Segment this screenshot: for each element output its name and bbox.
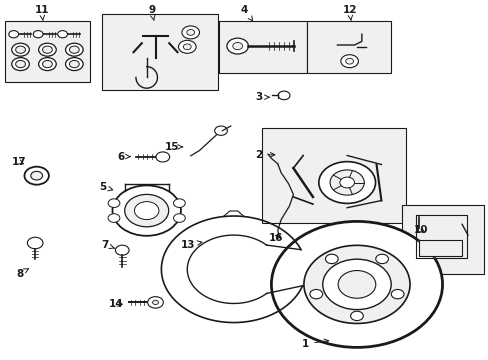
Circle shape	[65, 58, 83, 71]
Circle shape	[69, 60, 79, 68]
Circle shape	[108, 199, 120, 207]
Bar	[5, 21, 90, 82]
Circle shape	[42, 46, 52, 53]
Text: 13: 13	[181, 240, 202, 250]
Circle shape	[39, 43, 56, 56]
Text: 14: 14	[109, 299, 123, 309]
Circle shape	[9, 31, 19, 38]
Bar	[401, 205, 483, 274]
Text: 11: 11	[34, 5, 49, 21]
Circle shape	[345, 58, 353, 64]
Circle shape	[322, 259, 390, 310]
Circle shape	[69, 46, 79, 53]
Circle shape	[309, 289, 322, 299]
Circle shape	[39, 58, 56, 71]
Circle shape	[31, 171, 42, 180]
Text: 2: 2	[255, 150, 274, 160]
Circle shape	[214, 126, 227, 135]
Circle shape	[147, 297, 163, 308]
Circle shape	[12, 58, 29, 71]
Text: 5: 5	[99, 182, 112, 192]
Bar	[102, 14, 217, 90]
Text: 1: 1	[302, 339, 328, 349]
Text: 4: 4	[240, 5, 252, 21]
Polygon shape	[418, 240, 461, 256]
Circle shape	[329, 170, 364, 195]
Text: 16: 16	[268, 233, 283, 243]
Circle shape	[152, 300, 158, 305]
Bar	[306, 21, 390, 73]
Bar	[261, 128, 405, 223]
Text: 6: 6	[118, 152, 130, 162]
Circle shape	[340, 55, 358, 68]
Circle shape	[304, 246, 409, 324]
Circle shape	[42, 60, 52, 68]
Circle shape	[12, 43, 29, 56]
Circle shape	[339, 177, 354, 188]
Text: 7: 7	[101, 240, 114, 250]
Bar	[218, 21, 306, 73]
Circle shape	[178, 40, 196, 53]
Circle shape	[24, 167, 49, 185]
Circle shape	[115, 245, 129, 255]
Circle shape	[350, 311, 363, 321]
Text: 17: 17	[12, 157, 27, 167]
Circle shape	[325, 254, 338, 264]
Text: 8: 8	[16, 269, 29, 279]
Circle shape	[16, 60, 25, 68]
Circle shape	[338, 271, 375, 298]
Circle shape	[278, 91, 289, 100]
Circle shape	[156, 152, 169, 162]
Circle shape	[112, 185, 181, 236]
Circle shape	[186, 30, 194, 35]
Circle shape	[173, 199, 185, 207]
Text: 10: 10	[413, 225, 428, 235]
Circle shape	[173, 214, 185, 222]
Circle shape	[124, 194, 168, 227]
Circle shape	[183, 44, 191, 50]
Text: 3: 3	[255, 92, 268, 102]
Circle shape	[58, 31, 67, 38]
Circle shape	[108, 214, 120, 222]
Text: 12: 12	[342, 5, 356, 21]
Circle shape	[226, 38, 248, 54]
Text: 9: 9	[148, 5, 155, 21]
Circle shape	[375, 254, 387, 264]
Circle shape	[33, 31, 43, 38]
Circle shape	[271, 221, 442, 347]
Circle shape	[318, 162, 375, 203]
Circle shape	[134, 202, 159, 220]
Circle shape	[27, 237, 43, 249]
Circle shape	[16, 46, 25, 53]
Circle shape	[390, 289, 403, 299]
Circle shape	[65, 43, 83, 56]
Circle shape	[182, 26, 199, 39]
Circle shape	[232, 42, 242, 50]
Text: 15: 15	[164, 142, 182, 152]
